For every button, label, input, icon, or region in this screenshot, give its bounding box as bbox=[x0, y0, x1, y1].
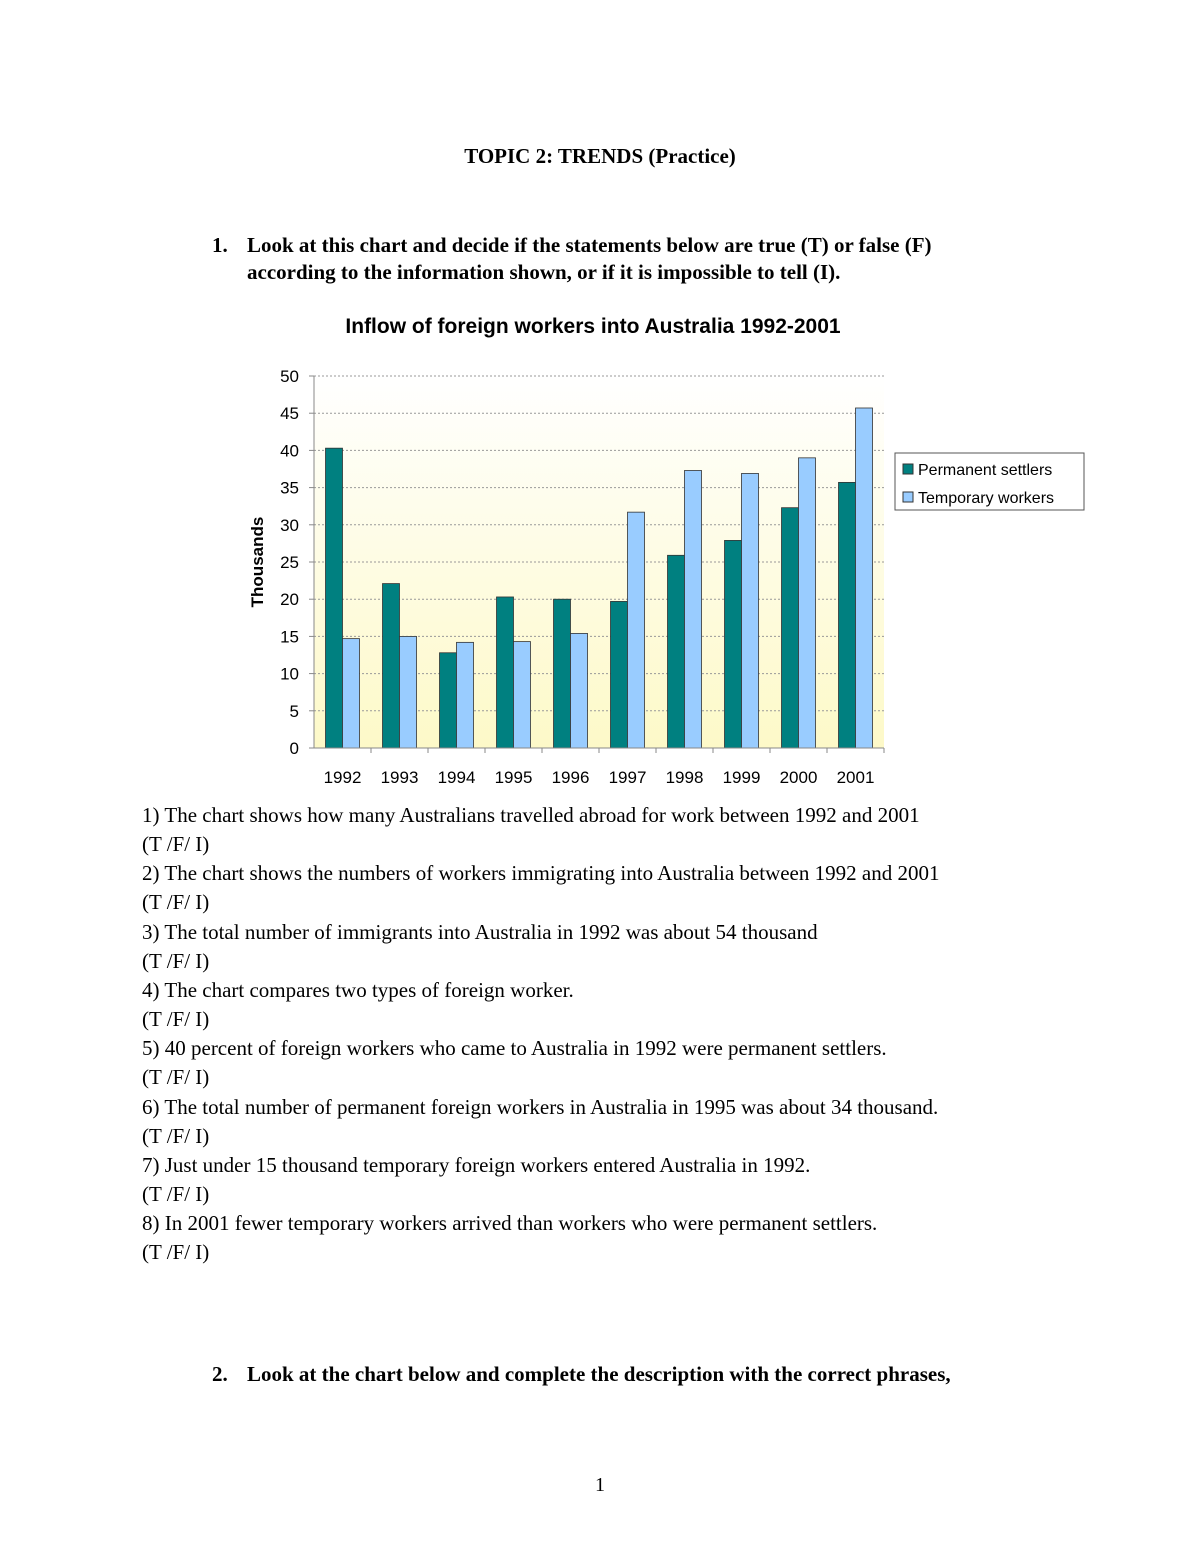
statement-options: (T /F/ I) bbox=[142, 948, 210, 973]
x-tick-label: 1992 bbox=[324, 768, 362, 787]
statement-options: (T /F/ I) bbox=[142, 1006, 210, 1031]
question-1-line-1: Look at this chart and decide if the sta… bbox=[247, 233, 932, 257]
page-number: 1 bbox=[595, 1474, 605, 1496]
bar-permanent-2001 bbox=[838, 481, 856, 749]
statement-text: 7) Just under 15 thousand temporary fore… bbox=[142, 1152, 811, 1177]
statement-text: 5) 40 percent of foreign workers who cam… bbox=[142, 1036, 887, 1061]
y-tick-label: 20 bbox=[280, 590, 299, 609]
bar-permanent-1992 bbox=[325, 447, 343, 749]
bar-permanent-1993 bbox=[382, 583, 400, 749]
y-tick-label: 35 bbox=[280, 479, 299, 498]
legend: Permanent settlers Temporary workers bbox=[894, 452, 1085, 511]
statement-options: (T /F/ I) bbox=[142, 832, 210, 856]
legend-swatch-temporary bbox=[902, 491, 914, 503]
question-2-line-1: Look at the chart below and complete the… bbox=[247, 1362, 951, 1386]
legend-swatch-permanent bbox=[902, 463, 914, 475]
bar-temporary-1992 bbox=[342, 638, 360, 749]
y-tick-label: 45 bbox=[280, 404, 299, 423]
bar-temporary-2000 bbox=[798, 457, 816, 749]
x-tick-label: 1993 bbox=[381, 768, 419, 787]
y-tick-label: 40 bbox=[280, 441, 299, 460]
x-tick-label: 1995 bbox=[495, 768, 533, 787]
statement-options: (T /F/ I) bbox=[142, 1065, 210, 1090]
legend-label-temporary: Temporary workers bbox=[918, 490, 1054, 507]
statement-text: 3) The total number of immigrants into A… bbox=[142, 919, 818, 944]
statement-options: (T /F/ I) bbox=[142, 890, 210, 915]
bar-permanent-1998 bbox=[667, 554, 685, 749]
y-axis-label: Thousands bbox=[248, 517, 267, 608]
legend-label-permanent: Permanent settlers bbox=[918, 462, 1052, 479]
page-title: TOPIC 2: TRENDS (Practice) bbox=[464, 144, 736, 168]
statement-text: 4) The chart compares two types of forei… bbox=[142, 977, 574, 1002]
statement-options: (T /F/ I) bbox=[142, 1181, 210, 1206]
bar-temporary-1996 bbox=[570, 633, 588, 749]
bar-temporary-1993 bbox=[399, 636, 417, 749]
bar-chart: Inflow of foreign workers into Australia… bbox=[248, 315, 1085, 787]
bar-temporary-1995 bbox=[513, 641, 531, 749]
y-tick-label: 5 bbox=[290, 702, 299, 721]
y-tick-label: 0 bbox=[290, 739, 299, 758]
statement-text: 6) The total number of permanent foreign… bbox=[142, 1094, 939, 1119]
y-tick-label: 25 bbox=[280, 553, 299, 572]
bar-permanent-1996 bbox=[553, 598, 571, 749]
question-2-number: 2. bbox=[212, 1362, 228, 1386]
y-tick-label: 15 bbox=[280, 627, 299, 646]
bar-temporary-1994 bbox=[456, 641, 474, 749]
statement-text: 1) The chart shows how many Australians … bbox=[142, 803, 920, 827]
x-tick-label: 1996 bbox=[552, 768, 590, 787]
y-tick-label: 10 bbox=[280, 665, 299, 684]
chart-title: Inflow of foreign workers into Australia… bbox=[345, 315, 841, 338]
x-tick-label: 1998 bbox=[666, 768, 704, 787]
statement-options: (T /F/ I) bbox=[142, 1240, 210, 1265]
x-tick-label: 2001 bbox=[837, 768, 875, 787]
bar-permanent-1997 bbox=[610, 601, 628, 749]
y-tick-label: 30 bbox=[280, 516, 299, 535]
statement-options: (T /F/ I) bbox=[142, 1123, 210, 1148]
question-1-number: 1. bbox=[212, 233, 228, 257]
bar-temporary-1997 bbox=[627, 511, 645, 749]
x-tick-label: 1994 bbox=[438, 768, 476, 787]
x-tick-label: 1999 bbox=[723, 768, 761, 787]
statement-text: 2) The chart shows the numbers of worker… bbox=[142, 861, 940, 886]
bar-temporary-2001 bbox=[855, 407, 873, 749]
bar-temporary-1999 bbox=[741, 473, 759, 749]
bar-permanent-1994 bbox=[439, 652, 457, 749]
bar-permanent-2000 bbox=[781, 507, 799, 749]
bar-permanent-1999 bbox=[724, 540, 742, 749]
bar-temporary-1998 bbox=[684, 470, 702, 749]
x-tick-label: 1997 bbox=[609, 768, 647, 787]
bar-permanent-1995 bbox=[496, 596, 514, 749]
x-tick-label: 2000 bbox=[780, 768, 818, 787]
statement-text: 8) In 2001 fewer temporary workers arriv… bbox=[142, 1211, 878, 1236]
question-1-line-2: according to the information shown, or i… bbox=[247, 260, 841, 284]
y-tick-label: 50 bbox=[280, 367, 299, 386]
